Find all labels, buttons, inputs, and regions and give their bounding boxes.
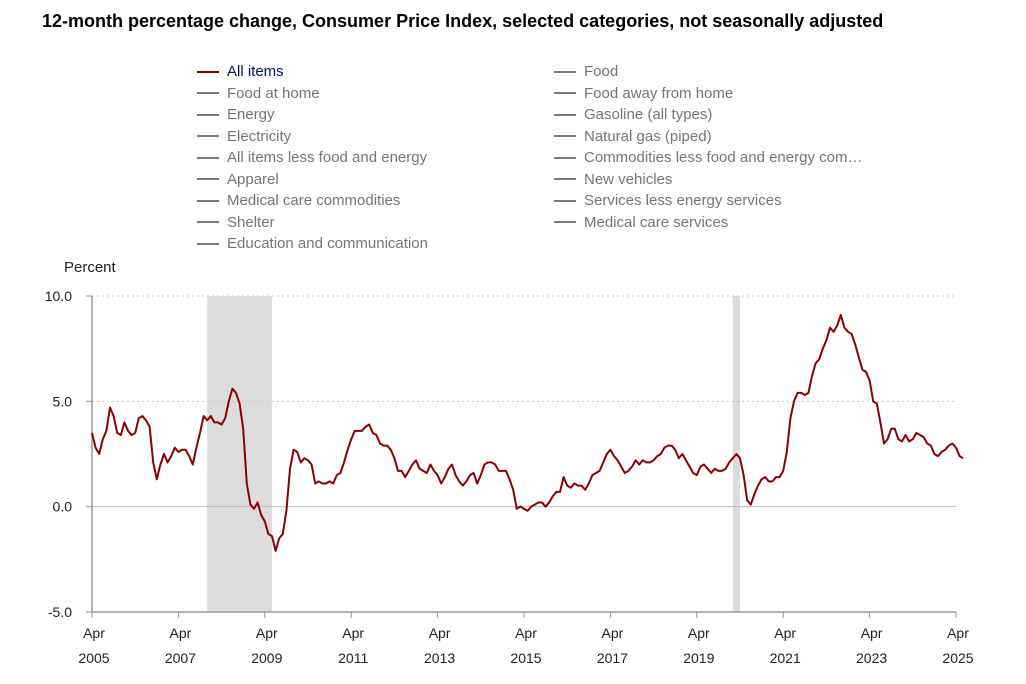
legend-item-label: Food: [584, 63, 619, 81]
x-tick-label-month: Apr: [256, 625, 278, 641]
legend-column-right: Food Food away from home Gasoline (all typ…: [554, 61, 862, 233]
legend-line-swatch: [197, 199, 219, 202]
chart-title: 12-month percentage change, Consumer Pri…: [42, 11, 884, 31]
legend-item-label: New vehicles: [584, 170, 673, 188]
legend-line-swatch: [554, 178, 576, 181]
legend-line-swatch: [197, 92, 219, 95]
legend-item-education-and-communication[interactable]: Education and communication: [197, 233, 428, 255]
y-tick-label: 5.0: [53, 393, 73, 409]
legend-item-label: Education and communication: [227, 235, 428, 253]
legend-line-swatch: [197, 113, 219, 116]
legend-item-services-less-energy-services[interactable]: Services less energy services: [554, 190, 862, 212]
y-tick-label: -5.0: [48, 604, 72, 620]
x-tick-label-year: 2011: [338, 650, 368, 666]
legend-item-shelter[interactable]: Shelter: [197, 212, 428, 234]
legend-item-label: Medical care services: [584, 213, 729, 231]
legend-item-label: All items: [227, 63, 284, 81]
legend-item-commodities-less-food-and-energy-com[interactable]: Commodities less food and energy com…: [554, 147, 862, 169]
x-tick-label-month: Apr: [429, 625, 451, 641]
legend-item-label: Food at home: [227, 84, 320, 102]
legend-line-swatch: [554, 70, 576, 73]
legend-item-energy[interactable]: Energy: [197, 104, 428, 126]
x-tick-label-month: Apr: [602, 625, 624, 641]
legend-line-swatch: [554, 199, 576, 202]
legend-item-medical-care-commodities[interactable]: Medical care commodities: [197, 190, 428, 212]
recession-band: [207, 296, 272, 612]
y-axis-label: Percent: [64, 259, 116, 276]
legend-item-label: Energy: [227, 106, 275, 124]
x-tick-label-year: 2009: [251, 650, 282, 666]
legend-item-electricity[interactable]: Electricity: [197, 126, 428, 148]
legend-item-label: Apparel: [227, 170, 279, 188]
x-tick-label-month: Apr: [861, 625, 883, 641]
legend-item-label: Gasoline (all types): [584, 106, 713, 124]
legend-item-natural-gas-piped[interactable]: Natural gas (piped): [554, 126, 862, 148]
legend-line-swatch: [197, 242, 219, 245]
x-tick-label-month: Apr: [515, 625, 537, 641]
x-tick-label-year: 2023: [856, 650, 887, 666]
legend-item-label: Food away from home: [584, 84, 734, 102]
legend-item-apparel[interactable]: Apparel: [197, 169, 428, 191]
legend-item-label: Natural gas (piped): [584, 127, 712, 145]
x-tick-label-month: Apr: [170, 625, 192, 641]
legend-line-swatch: [197, 156, 219, 159]
legend-line-swatch: [197, 70, 219, 73]
x-tick-label-year: 2019: [683, 650, 714, 666]
legend-item-all-items-less-food-and-energy[interactable]: All items less food and energy: [197, 147, 428, 169]
legend-line-swatch: [197, 221, 219, 224]
legend-line-swatch: [554, 221, 576, 224]
legend-item-label: Electricity: [227, 127, 292, 145]
legend-line-swatch: [554, 135, 576, 138]
legend-item-label: Services less energy services: [584, 192, 782, 210]
x-tick-label-month: Apr: [688, 625, 710, 641]
x-tick-label-year: 2025: [942, 650, 973, 666]
y-tick-label: 10.0: [45, 288, 72, 304]
x-tick-label-month: Apr: [774, 625, 796, 641]
legend-line-swatch: [554, 92, 576, 95]
legend-line-swatch: [554, 113, 576, 116]
legend-item-new-vehicles[interactable]: New vehicles: [554, 169, 862, 191]
legend-line-swatch: [197, 178, 219, 181]
legend-item-label: Medical care commodities: [227, 192, 401, 210]
x-tick-label-year: 2017: [597, 650, 628, 666]
legend-item-gasoline-all-types[interactable]: Gasoline (all types): [554, 104, 862, 126]
series-line-all-items: [91, 313, 964, 552]
legend-item-food[interactable]: Food: [554, 61, 862, 83]
x-tick-label-year: 2021: [770, 650, 801, 666]
legend-line-swatch: [554, 156, 576, 159]
x-tick-label-year: 2005: [78, 650, 109, 666]
y-tick-label: 0.0: [53, 499, 73, 515]
legend-item-food-away-from-home[interactable]: Food away from home: [554, 83, 862, 105]
x-tick-label-year: 2013: [424, 650, 455, 666]
legend-item-label: All items less food and energy: [227, 149, 428, 167]
x-tick-label-year: 2007: [165, 650, 196, 666]
x-tick-label-month: Apr: [83, 625, 105, 641]
legend-item-medical-care-services[interactable]: Medical care services: [554, 212, 862, 234]
x-tick-label-month: Apr: [947, 625, 969, 641]
legend-item-label: Shelter: [227, 213, 275, 231]
x-tick-label-month: Apr: [342, 625, 364, 641]
x-tick-label-year: 2015: [510, 650, 541, 666]
legend-line-swatch: [197, 135, 219, 138]
legend-item-all-items[interactable]: All items: [197, 61, 428, 83]
legend-column-left: All items Food at home Energy Electricity Al…: [197, 61, 428, 255]
legend-item-label: Commodities less food and energy com…: [584, 149, 863, 167]
legend-item-food-at-home[interactable]: Food at home: [197, 83, 428, 105]
